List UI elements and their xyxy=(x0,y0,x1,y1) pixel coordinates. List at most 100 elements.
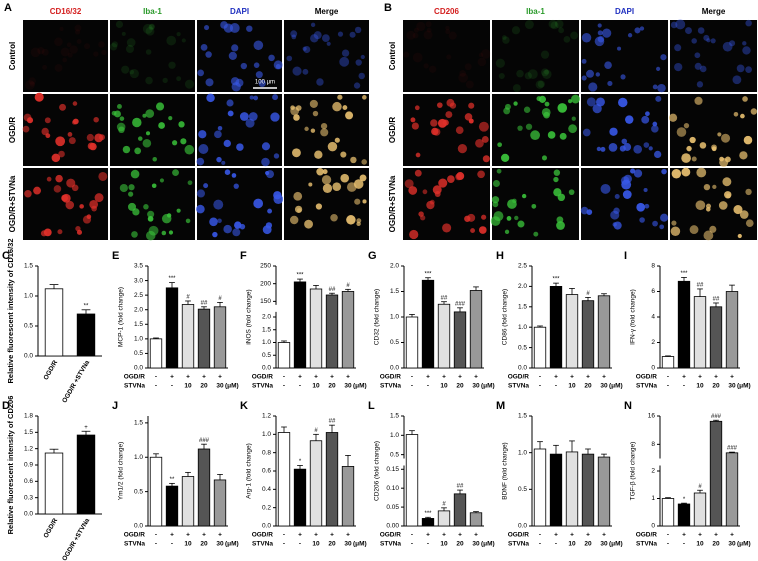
error-bar xyxy=(537,441,543,449)
cell xyxy=(94,193,104,203)
bar xyxy=(693,492,707,527)
cell xyxy=(420,215,426,221)
cell xyxy=(65,200,75,210)
treatment-mark: 30 xyxy=(344,541,352,548)
cell xyxy=(686,145,692,152)
significance: ## xyxy=(201,300,208,306)
cell xyxy=(291,34,297,40)
cell xyxy=(46,176,52,182)
cell xyxy=(586,69,595,78)
bar xyxy=(277,432,291,527)
cell xyxy=(327,141,338,152)
cell xyxy=(239,223,246,230)
cell xyxy=(621,179,632,190)
significance: ** xyxy=(170,477,175,483)
cell xyxy=(482,155,490,163)
cell xyxy=(423,30,433,40)
cell xyxy=(527,69,538,80)
error-bar xyxy=(553,444,559,455)
treatment-mark: 20 xyxy=(200,541,208,548)
y-tick-label: 200 xyxy=(260,280,271,287)
cell xyxy=(304,126,309,132)
treatment-mark: + xyxy=(474,374,478,381)
cell xyxy=(535,80,545,89)
cell xyxy=(496,168,502,174)
cell xyxy=(321,34,330,43)
cell xyxy=(556,216,564,224)
cell xyxy=(220,21,228,29)
cell xyxy=(145,76,153,85)
treatment-unit: (μM) xyxy=(481,383,495,390)
error-bar xyxy=(409,430,415,435)
cell xyxy=(41,48,49,56)
treatment-mark: - xyxy=(667,383,669,390)
cell xyxy=(674,62,683,72)
cell xyxy=(410,117,416,123)
cell xyxy=(609,127,618,136)
treatment-mark: 10 xyxy=(696,541,704,548)
error-bar xyxy=(601,293,607,296)
treatment-mark: 20 xyxy=(584,541,592,548)
cell xyxy=(313,31,322,40)
significance: ## xyxy=(329,419,336,425)
bar xyxy=(581,453,595,527)
cell xyxy=(216,156,222,163)
cell xyxy=(596,146,602,152)
treatment-mark: + xyxy=(554,532,558,539)
y-axis-label: TGF-β (fold change) xyxy=(630,442,637,501)
cell xyxy=(445,25,450,31)
cell xyxy=(721,133,731,143)
cell xyxy=(699,142,707,149)
treatment-mark: - xyxy=(283,532,285,539)
cell xyxy=(253,95,259,101)
y-tick-label: 0.10 xyxy=(386,485,399,492)
error-bar xyxy=(169,482,175,487)
treatment-label: STVNa xyxy=(380,383,401,390)
y-tick-label: 1.5 xyxy=(518,413,527,420)
cell xyxy=(557,103,568,113)
y-tick-label: 0.0 xyxy=(134,365,143,372)
cell xyxy=(340,151,347,158)
bar xyxy=(549,285,563,369)
y-tick-label: 0.0 xyxy=(518,523,527,530)
y-axis-label: CD206 (fold change) xyxy=(374,441,381,501)
cell xyxy=(129,69,139,79)
cell xyxy=(221,160,226,165)
panel-letter: D xyxy=(2,400,10,412)
significance: *** xyxy=(168,276,176,282)
cell xyxy=(442,223,452,233)
y-axis-label: CD32 (fold change) xyxy=(374,289,381,345)
cell xyxy=(659,224,665,230)
cell xyxy=(643,142,650,148)
cell xyxy=(30,47,41,58)
error-bar xyxy=(217,474,223,480)
treatment-unit: (μM) xyxy=(353,541,367,548)
y-tick-label: 3.0 xyxy=(134,277,143,284)
micrograph xyxy=(491,167,580,241)
cell xyxy=(121,31,126,36)
cell xyxy=(699,65,707,73)
error-bar xyxy=(441,301,447,305)
cell xyxy=(586,209,593,215)
cell xyxy=(33,186,42,195)
bar xyxy=(565,294,579,369)
treatment-mark: + xyxy=(170,374,174,381)
cell xyxy=(644,203,650,209)
treatment-mark: 10 xyxy=(440,541,448,548)
cell xyxy=(176,32,181,37)
error-bar xyxy=(49,284,59,289)
treatment-mark: + xyxy=(426,532,430,539)
cell xyxy=(345,111,354,120)
cell xyxy=(745,188,752,196)
bar xyxy=(325,432,339,527)
cell xyxy=(231,173,237,178)
bar xyxy=(709,306,723,369)
treatment-mark: - xyxy=(427,383,429,390)
cell xyxy=(537,80,545,88)
cell xyxy=(245,118,255,128)
cell xyxy=(446,54,452,60)
cell xyxy=(223,224,232,234)
error-bar xyxy=(297,278,303,282)
cell xyxy=(275,64,281,69)
cell xyxy=(455,126,464,135)
